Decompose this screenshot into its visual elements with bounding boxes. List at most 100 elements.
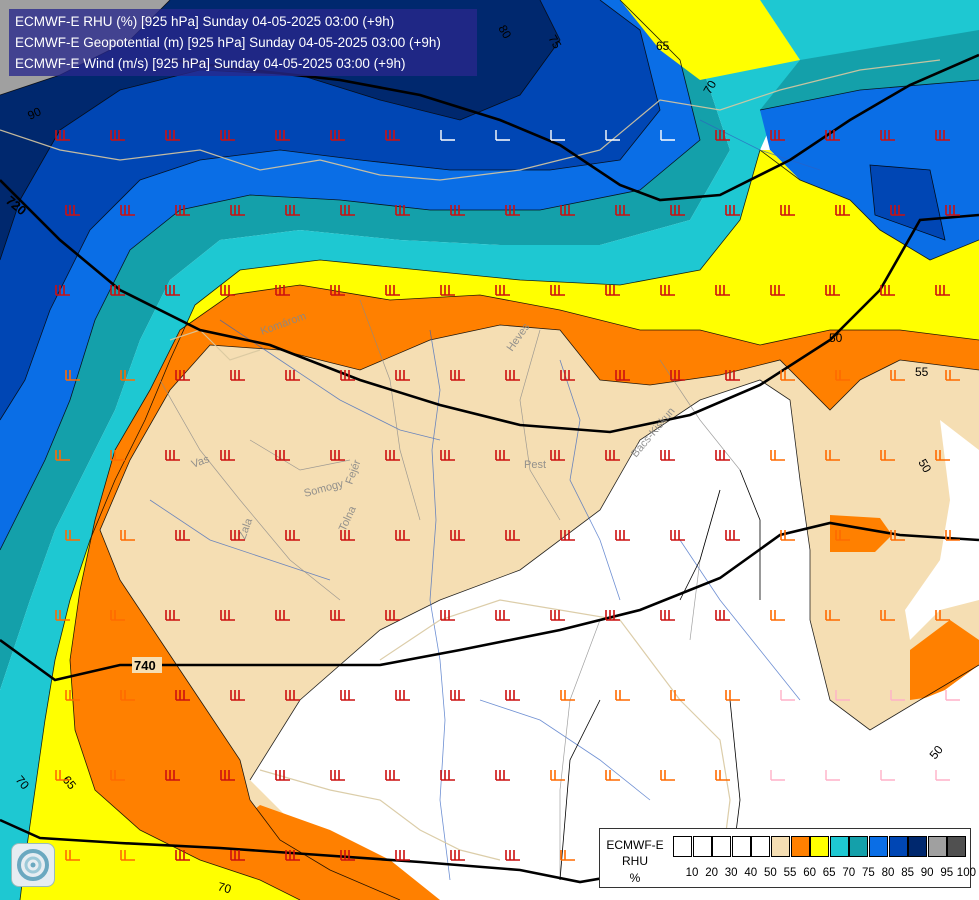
wind-barb (495, 285, 510, 296)
wind-barb (495, 130, 510, 141)
wind-barb (770, 770, 785, 781)
wind-barb (715, 450, 730, 461)
svg-text:50: 50 (915, 457, 934, 476)
wind-barb (505, 205, 520, 216)
wind-barb (175, 370, 190, 381)
wind-barb (110, 610, 125, 621)
wind-barb (340, 205, 355, 216)
legend-tick-10: 10 (685, 867, 699, 879)
wind-barb (230, 850, 245, 861)
wind-barb (945, 530, 960, 541)
legend-swatch-80 (869, 836, 888, 857)
wind-barb (165, 285, 180, 296)
wind-barb (780, 370, 795, 381)
wind-barb (615, 690, 630, 701)
rhu-band-right-teal2 (760, 30, 979, 110)
wind-barb (890, 690, 905, 701)
wind-barb (505, 370, 520, 381)
wind-barb (935, 610, 950, 621)
wind-barb (835, 205, 850, 216)
wind-barb (395, 205, 410, 216)
wind-barb (285, 850, 300, 861)
wind-barb (175, 850, 190, 861)
legend-swatch-20 (692, 836, 712, 857)
wind-barb (440, 770, 455, 781)
wind-title-line: ECMWF-E Wind (m/s) [925 hPa] Sunday 04-0… (15, 56, 406, 71)
geopotential-line-upper (0, 179, 979, 434)
wind-barb (660, 610, 675, 621)
wind-barb (330, 285, 345, 296)
wind-barb (275, 130, 290, 141)
svg-text:70: 70 (216, 879, 233, 896)
wind-barb (835, 530, 850, 541)
legend-swatch-95 (927, 836, 947, 857)
legend-tick-90: 90 (920, 867, 934, 879)
wind-barb (890, 370, 905, 381)
legend-tick-75: 75 (861, 867, 875, 879)
wind-barb (440, 450, 455, 461)
wind-barb (935, 770, 950, 781)
provider-logo (11, 843, 55, 887)
wind-barb (450, 850, 465, 861)
wind-barb (560, 690, 575, 701)
wind-barb (945, 690, 960, 701)
wind-barb (890, 205, 905, 216)
wind-barb (385, 610, 400, 621)
svg-text:50: 50 (829, 331, 843, 345)
wind-barb (495, 770, 510, 781)
wind-barb (385, 130, 400, 141)
wind-barb (110, 130, 125, 141)
wind-barb (550, 450, 565, 461)
wind-barb (285, 370, 300, 381)
wind-barb (825, 610, 840, 621)
wind-barb (560, 530, 575, 541)
wind-barb (880, 610, 895, 621)
wind-barb (330, 130, 345, 141)
wind-barb (495, 610, 510, 621)
wind-barb (780, 690, 795, 701)
wind-barb (110, 770, 125, 781)
wind-barb (660, 285, 675, 296)
legend-tick-60: 60 (803, 867, 816, 879)
wind-barb (835, 370, 850, 381)
legend-tick-65: 65 (822, 867, 836, 879)
wind-barb (385, 770, 400, 781)
wind-barb (220, 130, 235, 141)
legend-unit: % (629, 871, 641, 885)
rhu-band-65 (0, 0, 800, 900)
wind-barb (935, 450, 950, 461)
wind-barb (605, 130, 620, 141)
wind-barb (560, 205, 575, 216)
wind-barb (55, 450, 70, 461)
wind-barb (550, 610, 565, 621)
wind-barb (55, 770, 70, 781)
legend-tick-70: 70 (842, 867, 856, 879)
wind-barb (725, 370, 740, 381)
legend-swatch-60 (790, 836, 810, 857)
rhu-band-below-50-right (905, 420, 979, 640)
wind-barb (450, 690, 465, 701)
wind-barb (450, 530, 465, 541)
wind-barb (880, 450, 895, 461)
wind-barb (880, 770, 895, 781)
legend-swatch-65 (810, 836, 830, 857)
wind-barb (385, 285, 400, 296)
wind-barb (165, 450, 180, 461)
wind-barb (440, 130, 455, 141)
wind-barb (715, 610, 730, 621)
wind-barb (65, 530, 80, 541)
wind-barb (670, 530, 685, 541)
wind-barb (340, 690, 355, 701)
wind-barb (230, 370, 245, 381)
wind-barb (670, 690, 685, 701)
svg-text:75: 75 (545, 33, 564, 52)
wind-barb (220, 770, 235, 781)
wind-barb (175, 205, 190, 216)
wind-barb (770, 450, 785, 461)
rhu-blob-orange-bottom (230, 805, 440, 900)
wind-barb (725, 530, 740, 541)
svg-text:740: 740 (134, 658, 156, 673)
wind-barb (935, 130, 950, 141)
wind-barb (65, 690, 80, 701)
wind-barb (550, 130, 565, 141)
